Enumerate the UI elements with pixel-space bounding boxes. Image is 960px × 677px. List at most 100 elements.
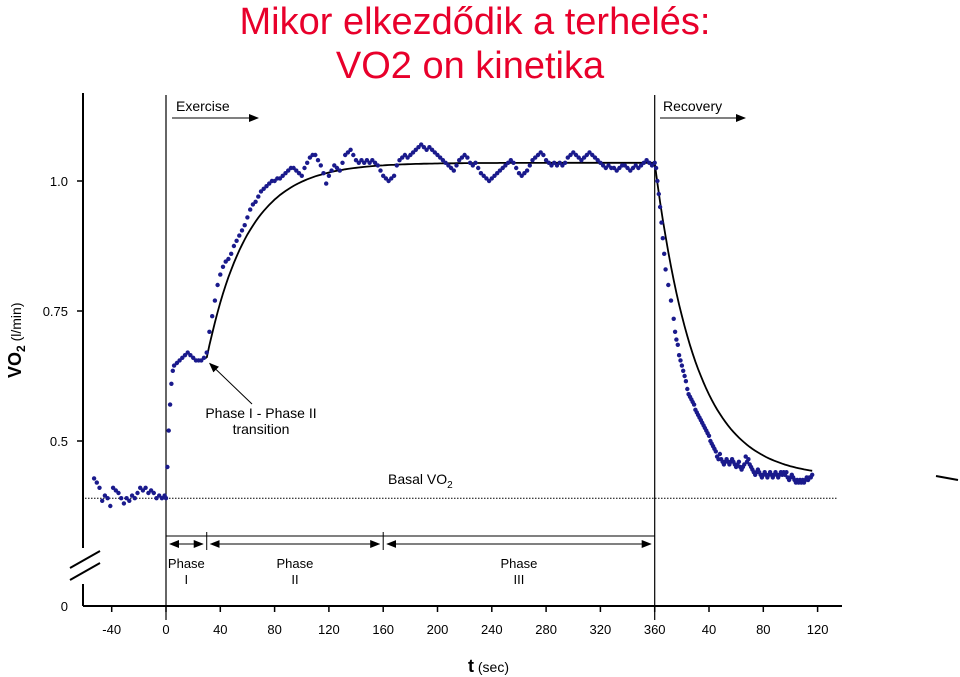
data-point (212, 298, 218, 303)
data-point (653, 165, 659, 171)
data-point (302, 165, 307, 171)
y-tick-label: 1.0 (50, 174, 68, 189)
data-point (348, 147, 353, 152)
data-point (533, 155, 538, 160)
data-point (105, 496, 110, 501)
x-tick-label: 80 (267, 622, 281, 637)
data-point (220, 264, 226, 269)
phase-label: Phase (501, 556, 538, 571)
y-axis-title: VO2 (l/min) (5, 303, 28, 378)
data-point (329, 168, 334, 173)
data-point (171, 363, 177, 368)
page-title: Mikor elkezdődik a terhelés: VO2 on kine… (0, 0, 960, 88)
data-point (691, 402, 697, 407)
data-point (497, 168, 503, 173)
data-point (391, 173, 397, 178)
title-line-2: VO2 on kinetika (335, 45, 605, 87)
data-point (305, 160, 310, 165)
data-point (201, 355, 207, 360)
data-point (679, 363, 685, 368)
data-point (210, 314, 215, 319)
data-point (606, 163, 611, 168)
x-tick-label: 120 (318, 622, 340, 637)
phase-label: Phase (277, 556, 314, 571)
data-point (165, 464, 170, 470)
data-point (299, 173, 304, 178)
x-tick-label: 40 (213, 622, 227, 637)
data-point (784, 470, 789, 475)
data-point (511, 160, 516, 165)
data-point (218, 272, 223, 277)
data-point (706, 433, 712, 438)
data-point (245, 215, 250, 220)
data-point (462, 152, 467, 158)
data-point (527, 163, 532, 168)
data-point (100, 498, 105, 503)
data-point (378, 168, 383, 173)
data-point (713, 449, 718, 454)
data-point (660, 236, 665, 241)
data-point (239, 228, 245, 233)
exercise-label: Exercise (176, 98, 230, 114)
transition-arrow (209, 362, 253, 405)
data-point (674, 337, 679, 342)
data-point (656, 191, 661, 197)
data-point (666, 282, 671, 288)
data-point (261, 186, 266, 191)
data-point (226, 256, 231, 262)
data-point (326, 173, 332, 178)
data-point (242, 223, 247, 228)
data-point (587, 150, 592, 155)
data-point (94, 480, 100, 485)
data-point (659, 220, 664, 225)
data-point (237, 233, 242, 238)
data-point (234, 238, 239, 243)
model-fit-curve (205, 161, 813, 472)
data-point (681, 368, 686, 373)
data-point (717, 451, 723, 457)
data-point (337, 168, 342, 173)
data-point (394, 163, 399, 168)
data-point (321, 171, 326, 176)
data-point (207, 329, 212, 334)
data-point (524, 168, 530, 173)
data-point (424, 147, 429, 152)
data-points (91, 142, 815, 509)
basal-vo2-label: Basal VO2 (388, 471, 453, 491)
data-point (119, 496, 124, 501)
transition-label-line2: transition (233, 421, 290, 437)
data-point (121, 501, 127, 506)
data-point (204, 350, 209, 355)
phase-label: I (185, 572, 189, 587)
x-tick-label: 200 (427, 622, 449, 637)
data-point (478, 171, 484, 176)
edge-mark (935, 475, 959, 481)
data-point (163, 496, 169, 501)
data-point (188, 353, 193, 358)
data-point (170, 368, 175, 373)
data-point (641, 160, 646, 165)
data-point (97, 485, 102, 490)
data-point (340, 160, 345, 165)
title-line-1: Mikor elkezdődik a terhelés: (239, 1, 711, 43)
data-point (443, 160, 448, 165)
data-point (167, 402, 173, 407)
y-tick-label: 0.5 (50, 434, 68, 449)
data-point (370, 158, 375, 163)
data-point (324, 181, 329, 186)
data-point (675, 342, 680, 347)
data-point (473, 160, 478, 165)
data-point (671, 316, 676, 321)
data-point (108, 503, 113, 509)
transition-label-line1: Phase I - Phase II (205, 405, 316, 421)
data-point (746, 457, 751, 462)
data-point (132, 496, 137, 501)
data-point (91, 476, 97, 481)
data-point (296, 171, 302, 176)
data-point (389, 176, 394, 181)
data-point (541, 152, 546, 158)
data-point (451, 168, 456, 173)
data-point (169, 381, 174, 386)
